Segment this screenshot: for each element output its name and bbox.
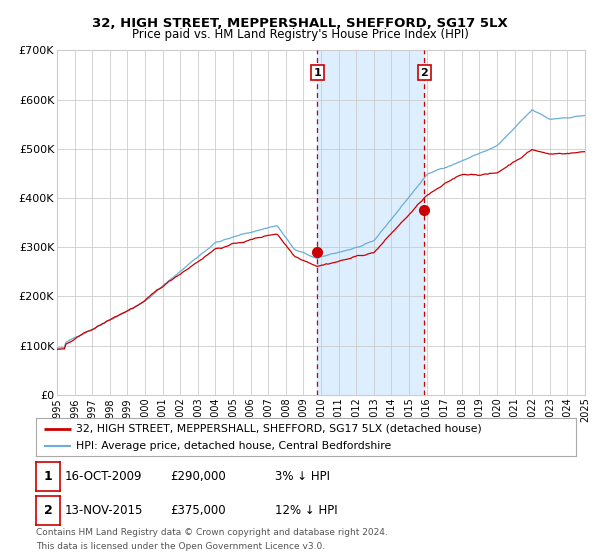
Text: 32, HIGH STREET, MEPPERSHALL, SHEFFORD, SG17 5LX (detached house): 32, HIGH STREET, MEPPERSHALL, SHEFFORD, … xyxy=(77,423,482,433)
Text: 3% ↓ HPI: 3% ↓ HPI xyxy=(275,470,330,483)
Text: 16-OCT-2009: 16-OCT-2009 xyxy=(65,470,142,483)
Text: 1: 1 xyxy=(313,68,321,77)
Text: This data is licensed under the Open Government Licence v3.0.: This data is licensed under the Open Gov… xyxy=(36,542,325,551)
Text: 13-NOV-2015: 13-NOV-2015 xyxy=(65,503,143,517)
Text: 2: 2 xyxy=(421,68,428,77)
Text: 1: 1 xyxy=(44,470,52,483)
Text: 32, HIGH STREET, MEPPERSHALL, SHEFFORD, SG17 5LX: 32, HIGH STREET, MEPPERSHALL, SHEFFORD, … xyxy=(92,17,508,30)
Text: 2: 2 xyxy=(44,503,52,517)
Text: £290,000: £290,000 xyxy=(170,470,226,483)
Text: HPI: Average price, detached house, Central Bedfordshire: HPI: Average price, detached house, Cent… xyxy=(77,441,392,451)
Text: £375,000: £375,000 xyxy=(170,503,226,517)
Bar xyxy=(317,50,424,395)
Text: Contains HM Land Registry data © Crown copyright and database right 2024.: Contains HM Land Registry data © Crown c… xyxy=(36,528,388,536)
Text: 12% ↓ HPI: 12% ↓ HPI xyxy=(275,503,337,517)
Text: Price paid vs. HM Land Registry's House Price Index (HPI): Price paid vs. HM Land Registry's House … xyxy=(131,28,469,41)
